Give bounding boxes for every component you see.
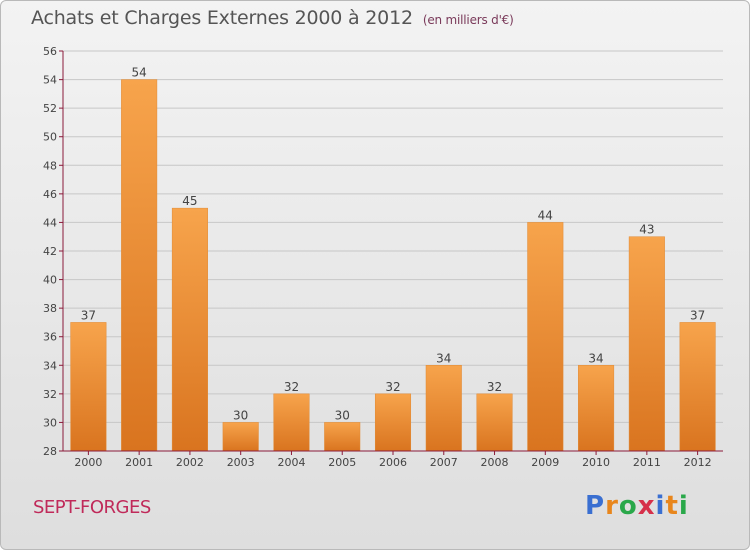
logo-letter: i [655, 491, 666, 521]
y-tick-label: 40 [43, 274, 57, 287]
grid-lines [63, 50, 723, 423]
value-labels: 37 54 45 30 32 30 32 34 32 44 34 43 37 [81, 66, 706, 423]
x-tick-label: 2005 [328, 456, 356, 469]
bar-value-label: 30 [233, 408, 248, 422]
y-axis-ticks: 28 30 32 34 36 38 40 42 44 46 48 50 52 54 56 [43, 45, 63, 458]
bar-value-label: 34 [436, 351, 451, 365]
proxiti-logo: Proxiti [585, 491, 689, 521]
chart-title: Achats et Charges Externes 2000 à 2012 (e… [31, 7, 514, 29]
bar-value-label: 43 [639, 223, 654, 237]
bar [628, 236, 665, 452]
bar [527, 222, 564, 452]
x-tick-label: 2008 [481, 456, 509, 469]
y-tick-label: 38 [43, 302, 57, 315]
bar [578, 365, 615, 452]
bar-value-label: 32 [487, 380, 502, 394]
x-tick-label: 2006 [379, 456, 407, 469]
y-tick-label: 48 [43, 159, 57, 172]
commune-name: SEPT-FORGES [33, 497, 151, 518]
y-tick-label: 30 [43, 416, 57, 429]
x-tick-label: 2007 [430, 456, 458, 469]
bar-value-label: 54 [132, 66, 147, 80]
y-tick-label: 52 [43, 102, 57, 115]
x-tick-label: 2001 [125, 456, 153, 469]
logo-letter: o [618, 491, 638, 521]
bar-value-label: 44 [538, 208, 553, 222]
logo-letter: r [605, 491, 619, 521]
bar [425, 365, 462, 452]
bar [374, 393, 412, 452]
y-tick-label: 50 [43, 131, 57, 144]
bar [70, 322, 107, 452]
bars [70, 79, 716, 452]
bar [679, 322, 716, 452]
bar-value-label: 32 [284, 380, 299, 394]
bar-value-label: 45 [182, 194, 197, 208]
x-axis-ticks: 2000 2001 2002 2003 2004 2005 2006 2007 2008 2009… [74, 451, 712, 469]
chart-subtitle: (en milliers d'€) [422, 13, 514, 27]
y-tick-label: 44 [43, 216, 57, 229]
bar [171, 207, 208, 452]
y-tick-label: 28 [43, 445, 57, 458]
bar-value-label: 37 [690, 308, 705, 322]
x-tick-label: 2011 [633, 456, 661, 469]
logo-letter: x [637, 491, 656, 521]
bar-value-label: 30 [335, 408, 350, 422]
x-tick-label: 2010 [582, 456, 610, 469]
axes [62, 51, 723, 452]
bar [273, 393, 310, 452]
x-tick-label: 2003 [227, 456, 255, 469]
x-tick-label: 2004 [277, 456, 305, 469]
x-tick-label: 2012 [684, 456, 712, 469]
y-tick-label: 46 [43, 188, 57, 201]
x-tick-label: 2000 [74, 456, 102, 469]
x-tick-label: 2009 [531, 456, 559, 469]
bar-value-label: 34 [588, 351, 603, 365]
logo-letter: P [585, 491, 606, 521]
y-tick-label: 32 [43, 388, 57, 401]
y-tick-label: 36 [43, 331, 57, 344]
y-tick-label: 54 [43, 74, 57, 87]
y-tick-label: 34 [43, 359, 57, 372]
y-tick-label: 56 [43, 45, 57, 58]
y-tick-label: 42 [43, 245, 57, 258]
bar-value-label: 32 [385, 380, 400, 394]
chart-title-text: Achats et Charges Externes 2000 à 2012 [31, 7, 413, 29]
bar [222, 422, 259, 452]
bar-value-label: 37 [81, 308, 96, 322]
x-tick-label: 2002 [176, 456, 204, 469]
bar [324, 422, 361, 452]
bar [476, 393, 513, 452]
logo-letter: t [665, 491, 679, 521]
logo-letter: i [678, 491, 689, 521]
bar [121, 79, 158, 452]
